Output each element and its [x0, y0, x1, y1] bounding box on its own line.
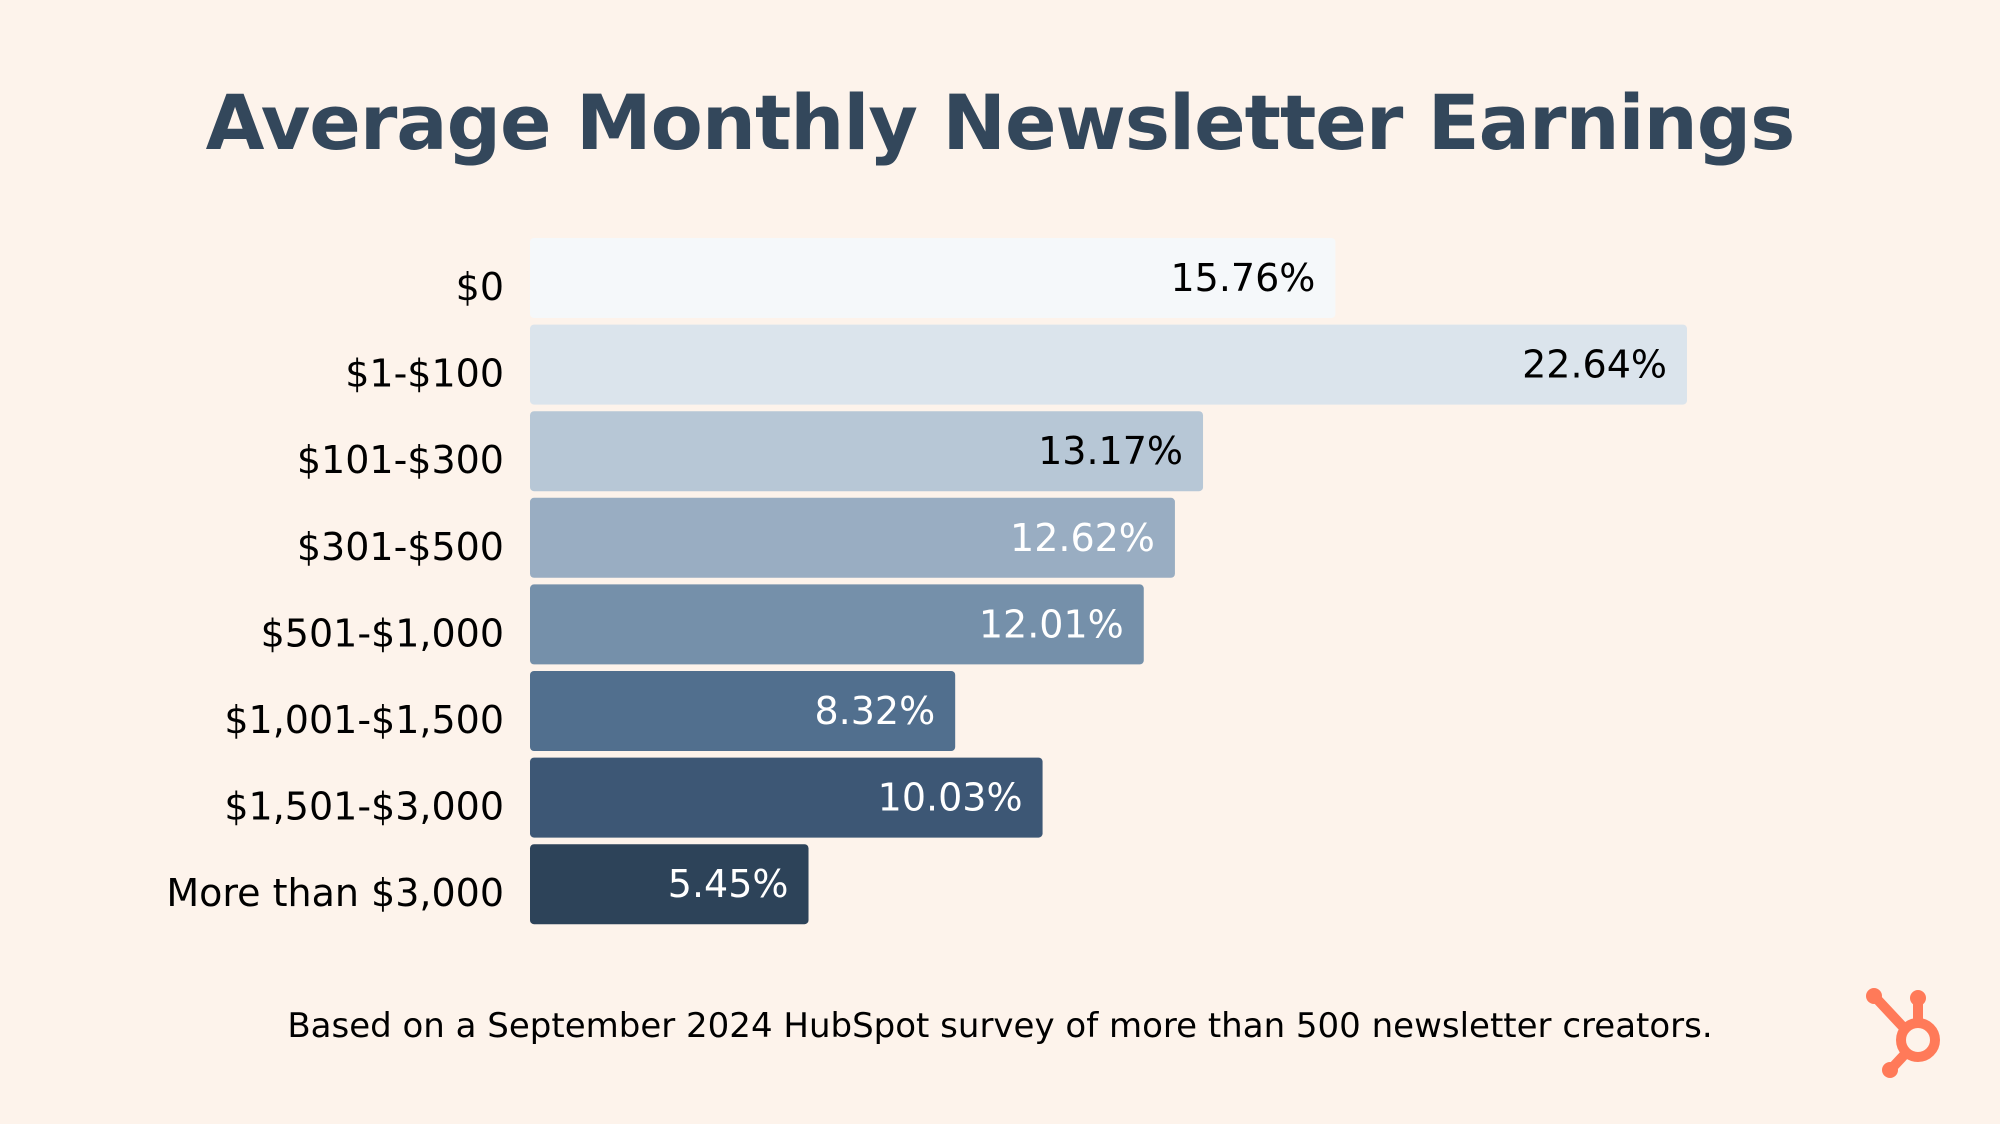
- bar: [530, 324, 1687, 405]
- category-label: $1,001-$1,500: [224, 698, 504, 742]
- value-label: 5.45%: [668, 862, 789, 906]
- category-label: $301-$500: [297, 525, 504, 569]
- hubspot-sprocket-icon: [1866, 988, 1940, 1078]
- category-labels-group: $0 $1-$100 $101-$300 $301-$500 $501-$1,000 $1…: [166, 265, 504, 915]
- bar: [530, 238, 1336, 318]
- value-label: 12.62%: [1010, 516, 1155, 560]
- value-label: 12.01%: [979, 602, 1124, 646]
- bar: [530, 844, 809, 925]
- footnote: Based on a September 2024 HubSpot survey…: [287, 1006, 1713, 1046]
- value-label: 22.64%: [1522, 343, 1667, 387]
- chart-title: Average Monthly Newsletter Earnings: [205, 78, 1796, 167]
- bar: [530, 411, 1204, 492]
- category-label: More than $3,000: [166, 871, 504, 915]
- value-label: 15.76%: [1170, 256, 1315, 300]
- bar: [530, 757, 1043, 838]
- category-label: $501-$1,000: [261, 611, 504, 655]
- value-label: 10.03%: [878, 776, 1023, 820]
- bar: [530, 584, 1144, 665]
- value-label: 8.32%: [814, 689, 935, 733]
- value-labels-group: 15.76% 22.64% 13.17% 12.62% 12.01% 8.32% 10.03…: [668, 256, 1667, 906]
- category-label: $101-$300: [297, 438, 504, 482]
- bar: [530, 497, 1175, 578]
- value-label: 13.17%: [1038, 429, 1183, 473]
- bars-group: [530, 238, 1687, 925]
- category-label: $1,501-$3,000: [224, 785, 504, 829]
- bar: [530, 671, 956, 751]
- category-label: $0: [456, 265, 504, 309]
- category-label: $1-$100: [345, 352, 504, 396]
